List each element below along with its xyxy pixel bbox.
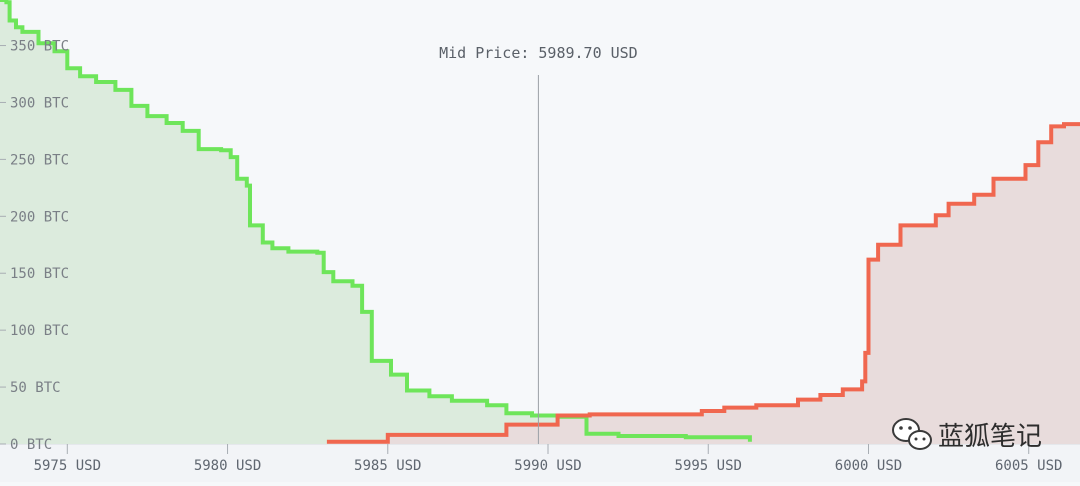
x-tick-label: 6005 USD <box>995 458 1062 474</box>
asks-area <box>326 124 1080 444</box>
mid-price-unit: USD <box>611 44 638 62</box>
asks-line <box>326 122 1080 444</box>
x-tick-label: 5980 USD <box>194 458 261 474</box>
bids-line <box>0 0 752 442</box>
y-tick-label: 150 BTC <box>10 266 69 282</box>
watermark-text: 蓝狐笔记 <box>938 422 1042 452</box>
y-tick-label: 100 BTC <box>10 323 69 339</box>
y-tick-label: 250 BTC <box>10 152 69 168</box>
y-tick-label: 200 BTC <box>10 209 69 225</box>
x-tick-label: 5995 USD <box>675 458 742 474</box>
x-axis: 5975 USD 5980 USD 5985 USD 5990 USD 5995 USD… <box>34 444 1062 474</box>
x-tick-label: 6000 USD <box>835 458 902 474</box>
watermark: 蓝狐笔记 <box>892 418 1042 452</box>
mid-price-prefix: Mid Price: <box>439 44 529 62</box>
x-tick-label: 5975 USD <box>34 458 101 474</box>
y-tick-label: 350 BTC <box>10 39 69 55</box>
y-tick-label: 0 BTC <box>10 437 52 453</box>
y-tick-label: 300 BTC <box>10 95 69 111</box>
lines-layer <box>0 0 1080 444</box>
y-axis: 0 BTC 50 BTC 100 BTC 150 BTC 200 BTC 250 BTC 3… <box>0 39 69 453</box>
areas-layer <box>0 0 1080 444</box>
y-tick-label: 50 BTC <box>10 380 61 396</box>
mid-price-value: 5989.70 <box>538 44 601 62</box>
mid-price-marker: Mid Price: 5989.70 USD <box>439 44 638 444</box>
x-tick-label: 5985 USD <box>354 458 421 474</box>
bids-area <box>0 0 750 444</box>
wechat-icon <box>892 418 932 450</box>
x-axis-band <box>0 444 1080 482</box>
mid-price-label: Mid Price: 5989.70 USD <box>439 44 638 62</box>
x-tick-label: 5990 USD <box>514 458 581 474</box>
